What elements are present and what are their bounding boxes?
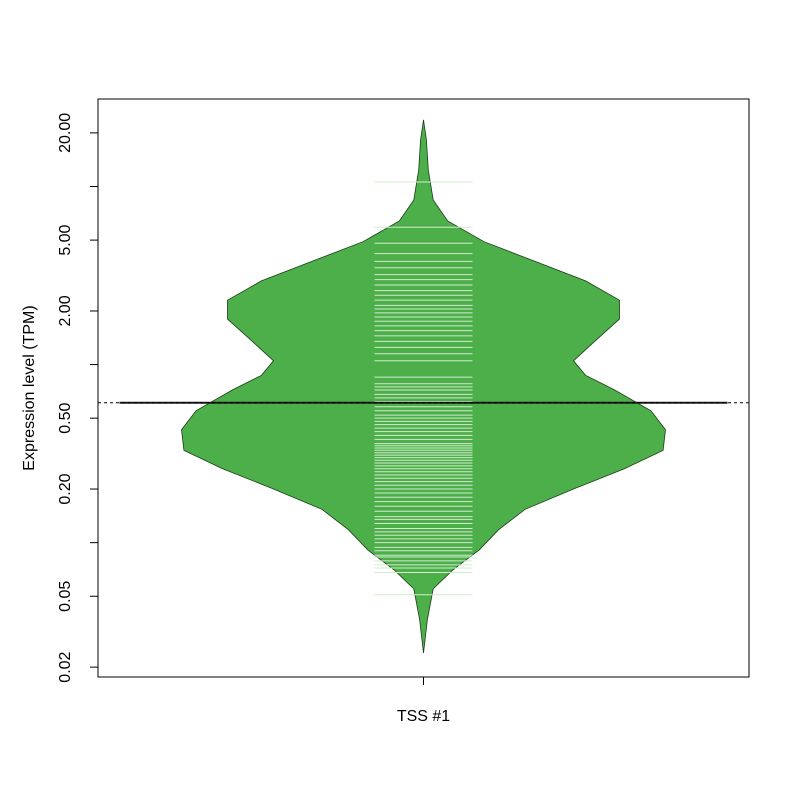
y-tick-label: 0.02: [57, 651, 74, 682]
y-tick-label: 0.05: [57, 581, 74, 612]
y-tick-label: 0.20: [57, 473, 74, 504]
x-tick-label: TSS #1: [397, 708, 450, 725]
plot-frame: [97, 98, 750, 678]
y-tick-label: 5.00: [57, 224, 74, 255]
y-tick-label: 20.00: [57, 113, 74, 153]
y-tick-label: 2.00: [57, 295, 74, 326]
y-axis-label: Expression level (TPM): [21, 305, 38, 470]
y-tick-label: 0.50: [57, 403, 74, 434]
